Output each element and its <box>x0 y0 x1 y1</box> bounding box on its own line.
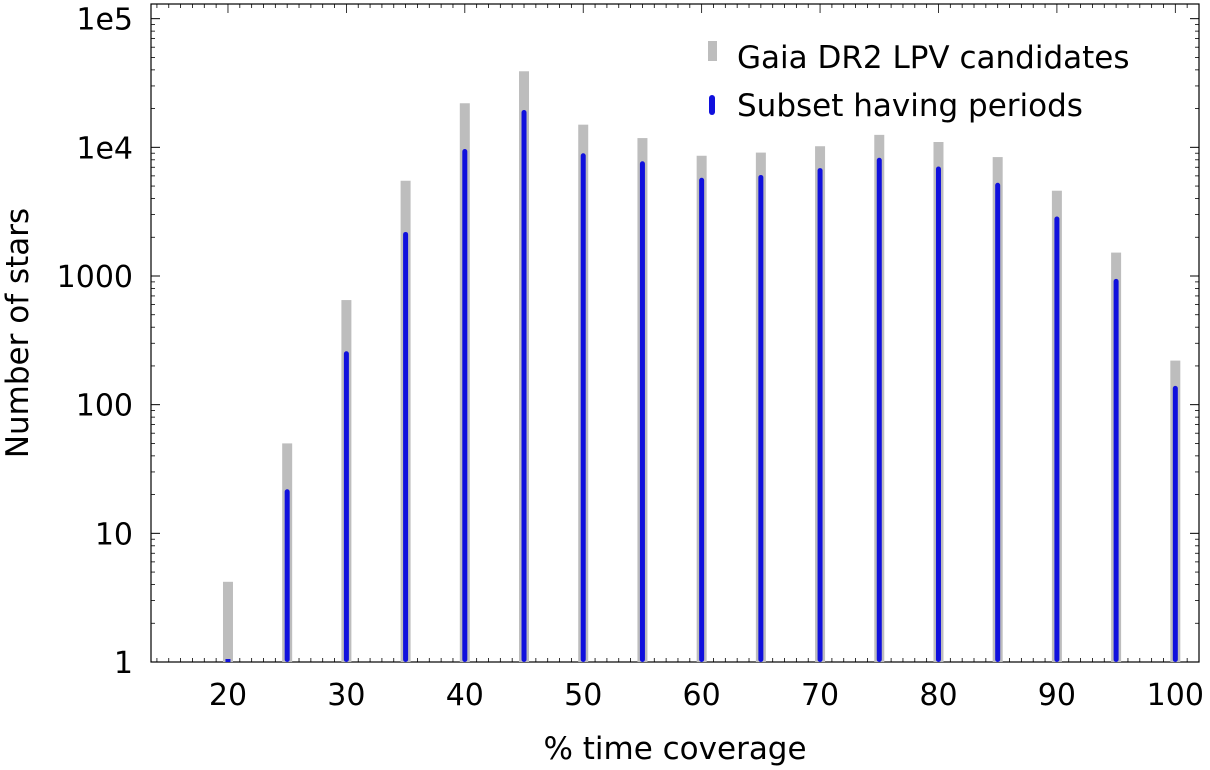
bar-subset-periods <box>817 168 823 663</box>
x-tick-label: 100 <box>1147 678 1204 713</box>
y-tick-label: 100 <box>76 389 133 424</box>
x-tick-label: 90 <box>1038 678 1076 713</box>
y-tick-label: 1e5 <box>76 3 133 38</box>
bar-subset-periods <box>935 166 941 663</box>
bar-subset-periods <box>343 351 349 662</box>
bar-subset-periods <box>580 153 586 662</box>
minor-ticks <box>151 4 1199 662</box>
bar-subset-periods <box>876 157 882 662</box>
bar-subset-periods <box>462 149 468 662</box>
y-tick-label: 10 <box>95 517 133 552</box>
x-axis-label: % time coverage <box>543 731 806 767</box>
bar-subset-periods <box>1172 385 1178 662</box>
legend-label-gaia: Gaia DR2 LPV candidates <box>737 40 1130 76</box>
y-axis-ticks: 1 10 100 1000 1e4 1e5 <box>57 3 1199 681</box>
x-tick-label: 70 <box>801 678 839 713</box>
legend-swatch-gaia <box>708 41 717 61</box>
x-tick-label: 80 <box>919 678 957 713</box>
x-tick-label: 20 <box>209 678 247 713</box>
x-tick-label: 50 <box>564 678 602 713</box>
legend-label-subset: Subset having periods <box>737 88 1083 124</box>
x-tick-label: 30 <box>327 678 365 713</box>
bar-subset-periods <box>284 489 290 662</box>
y-tick-label: 1000 <box>57 260 133 295</box>
bar-gaia-candidates <box>222 581 233 662</box>
bar-subset-periods <box>995 182 1001 663</box>
x-axis-ticks: 20 30 40 50 60 70 80 90 100 <box>209 678 1204 713</box>
bar-subset-periods <box>758 174 764 662</box>
x-tick-label: 40 <box>446 678 484 713</box>
legend: Gaia DR2 LPV candidates Subset having pe… <box>708 40 1130 124</box>
bar-subset-periods <box>225 659 231 662</box>
x-tick-label: 60 <box>683 678 721 713</box>
bar-subset-periods <box>1054 216 1060 662</box>
plot-frame <box>150 3 1200 663</box>
y-axis-label: Number of stars <box>0 208 36 458</box>
legend-swatch-subset <box>709 95 715 115</box>
series-subset-periods <box>225 110 1178 663</box>
bar-subset-periods <box>699 177 705 662</box>
y-tick-label: 1 <box>114 646 133 681</box>
y-tick-label: 1e4 <box>76 131 133 166</box>
bar-subset-periods <box>1113 278 1119 662</box>
bar-subset-periods <box>521 110 527 662</box>
bar-subset-periods <box>639 161 645 662</box>
bar-subset-periods <box>403 231 409 662</box>
